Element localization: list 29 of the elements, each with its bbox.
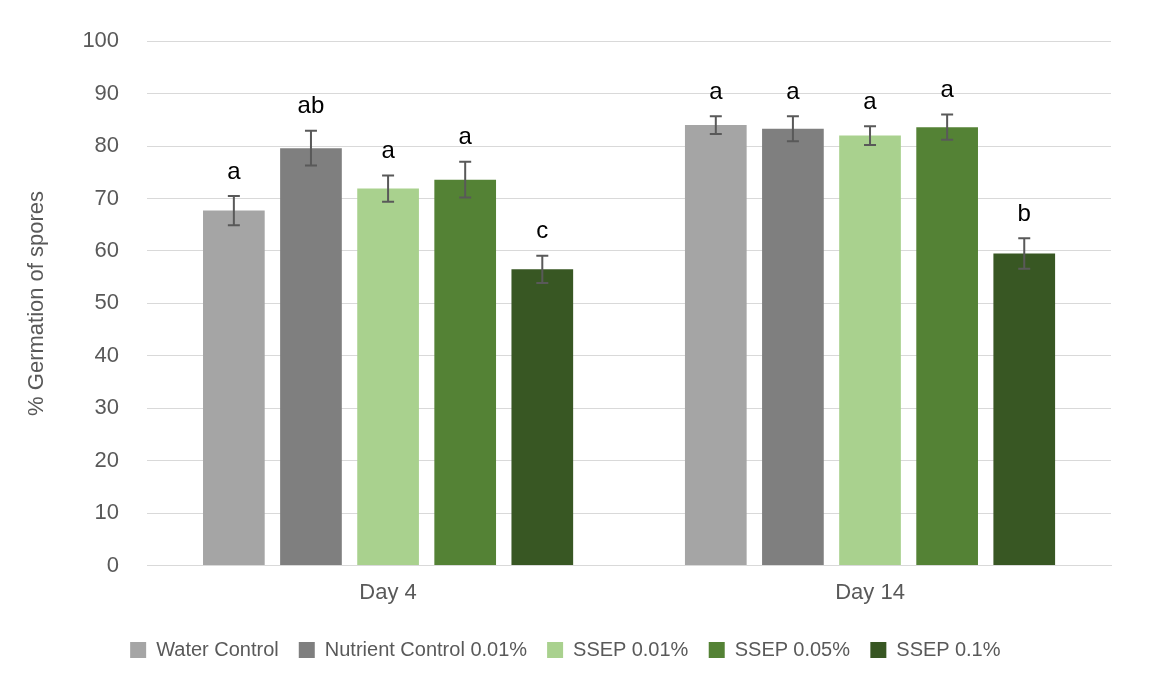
y-tick-label: 0 <box>106 551 120 577</box>
y-tick-label: 70 <box>94 184 120 210</box>
data-label: c <box>536 216 549 244</box>
x-tick-label: Day 14 <box>835 578 905 604</box>
y-tick-label: 50 <box>94 289 120 315</box>
data-label: ab <box>297 91 325 119</box>
y-tick-label: 20 <box>94 446 120 472</box>
y-tick-label: 60 <box>94 237 120 263</box>
legend-label: Water Control <box>156 637 279 660</box>
y-tick-label: 80 <box>94 132 120 158</box>
data-label: a <box>458 122 473 150</box>
data-label: a <box>381 136 396 164</box>
x-tick-label: Day 4 <box>359 578 417 604</box>
data-label: a <box>709 76 724 104</box>
y-axis-title: % Germation of spores <box>23 190 49 416</box>
data-label: a <box>786 76 801 104</box>
data-label: a <box>863 86 878 114</box>
legend-label: SSEP 0.05% <box>734 637 851 660</box>
y-tick-label: 10 <box>94 499 120 525</box>
legend-label: SSEP 0.1% <box>896 637 1001 660</box>
y-tick-label: 100 <box>82 27 120 53</box>
data-label: a <box>940 75 955 103</box>
y-tick-label: 90 <box>94 79 120 105</box>
legend-label: Nutrient Control 0.01% <box>324 637 528 660</box>
data-label: b <box>1017 199 1031 226</box>
y-tick-label: 40 <box>94 341 120 367</box>
y-tick-label: 30 <box>94 394 120 420</box>
data-label: a <box>227 156 242 184</box>
legend-label: SSEP 0.01% <box>573 637 689 660</box>
